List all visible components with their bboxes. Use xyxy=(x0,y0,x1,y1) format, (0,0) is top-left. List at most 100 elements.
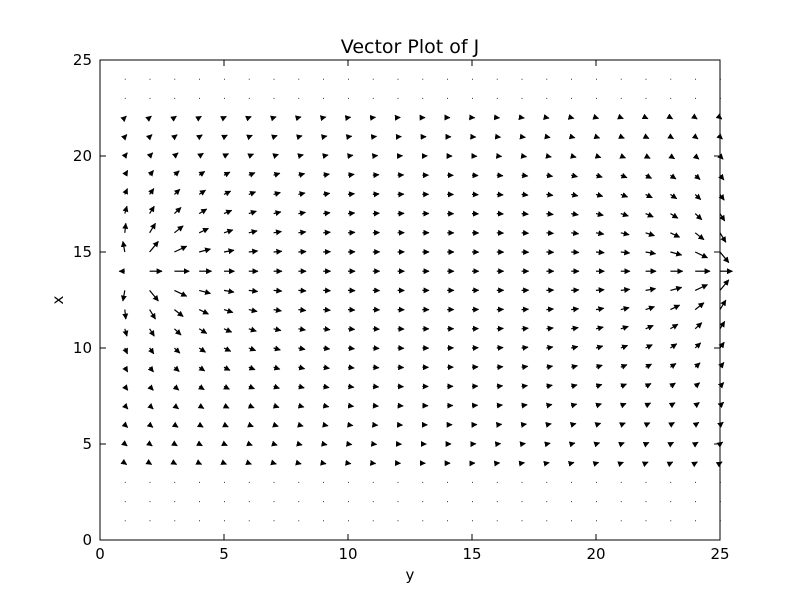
vector-arrow xyxy=(668,153,676,160)
vector-arrow xyxy=(196,440,203,447)
vector-arrow xyxy=(223,346,232,352)
vector-arrow xyxy=(570,402,578,409)
vector-arrow xyxy=(642,133,650,140)
vector-arrow xyxy=(198,346,206,353)
vector-arrow xyxy=(248,171,256,178)
vector-arrow xyxy=(121,421,129,428)
vector-arrow xyxy=(122,188,128,195)
x-axis-label: y xyxy=(406,566,415,584)
vector-arrow xyxy=(323,210,331,217)
vector-arrow xyxy=(544,133,551,140)
vector-arrow xyxy=(693,173,701,180)
vector-arrow xyxy=(174,289,188,297)
vector-arrow xyxy=(567,460,575,467)
vector-arrow xyxy=(595,325,604,332)
vector-arrow xyxy=(149,309,156,320)
vector-arrow xyxy=(645,363,653,370)
vector-arrow xyxy=(620,192,629,198)
vector-arrow xyxy=(693,382,701,389)
vector-arrow xyxy=(298,383,305,390)
vector-arrow xyxy=(248,210,257,216)
y-tick-label: 25 xyxy=(73,51,92,69)
vector-arrow xyxy=(147,403,154,410)
x-axis-ticks: 0 5 10 15 20 25 xyxy=(95,60,730,563)
vector-arrow xyxy=(273,383,280,390)
vector-arrow xyxy=(271,134,278,141)
vector-arrow xyxy=(347,210,356,217)
vector-arrow xyxy=(198,327,208,334)
vector-arrow xyxy=(120,240,127,253)
vector-arrow xyxy=(147,170,154,177)
vector-arrow xyxy=(718,194,725,201)
vector-arrow xyxy=(620,344,629,351)
vector-arrow xyxy=(666,461,674,468)
vector-arrow xyxy=(594,422,602,428)
vector-arrow xyxy=(546,402,553,409)
vector-arrow xyxy=(222,153,229,159)
vector-arrow xyxy=(173,347,181,354)
vector-arrow xyxy=(248,326,257,333)
vector-arrow xyxy=(372,191,380,198)
vector-arrow xyxy=(595,230,605,237)
vector-arrow xyxy=(149,290,159,302)
vector-arrow xyxy=(667,133,674,140)
vector-arrow xyxy=(644,402,652,409)
vector-arrow xyxy=(122,328,129,337)
vector-arrow xyxy=(519,441,526,448)
vector-arrow xyxy=(719,232,727,243)
vector-arrow xyxy=(173,365,180,372)
vector-arrow xyxy=(198,308,209,315)
vector-arrow xyxy=(521,364,529,371)
vector-arrow xyxy=(347,345,355,352)
vector-arrow xyxy=(669,173,677,180)
x-tick-label: 25 xyxy=(710,545,729,563)
vector-arrow xyxy=(719,251,730,264)
vector-arrow xyxy=(198,170,206,177)
vector-arrow xyxy=(595,211,604,217)
vector-arrow xyxy=(196,134,203,141)
vector-arrow xyxy=(196,421,204,428)
vector-arrow xyxy=(148,328,155,337)
vector-arrow xyxy=(197,152,204,159)
vector-arrow xyxy=(298,248,307,255)
vector-arrow xyxy=(595,287,605,294)
vector-arrow xyxy=(296,440,303,447)
vector-arrow xyxy=(323,383,330,390)
vector-arrow xyxy=(595,383,603,390)
vector-arrow xyxy=(198,208,208,215)
vector-arrow xyxy=(122,205,129,214)
vector-arrow xyxy=(147,384,154,391)
vector-arrow xyxy=(247,402,255,409)
vector-arrow xyxy=(122,347,128,355)
vector-arrow xyxy=(694,322,703,330)
vector-arrow xyxy=(519,133,526,140)
vector-arrow xyxy=(221,440,228,447)
vector-arrow xyxy=(719,320,726,330)
vector-arrow xyxy=(571,383,578,390)
vector-arrow xyxy=(694,284,708,291)
vector-arrow xyxy=(521,210,529,217)
vector-arrow xyxy=(248,307,258,314)
vector-arrow xyxy=(719,213,726,222)
vector-arrow xyxy=(321,440,328,447)
vector-arrow xyxy=(571,191,579,198)
vector-arrow xyxy=(173,170,180,177)
vector-arrow xyxy=(717,401,725,409)
y-tick-label: 5 xyxy=(82,435,92,453)
vector-arrow xyxy=(645,305,655,312)
vector-arrow xyxy=(148,347,155,355)
vector-arrow xyxy=(644,383,652,389)
vector-arrow xyxy=(121,402,129,410)
vector-arrow xyxy=(546,344,554,351)
vector-arrow xyxy=(666,113,674,120)
vector-arrow xyxy=(172,403,180,410)
vector-arrow xyxy=(146,440,153,447)
x-tick-label: 15 xyxy=(462,545,481,563)
vector-arrow xyxy=(645,249,657,256)
vector-arrow xyxy=(571,344,579,351)
vector-arrow xyxy=(546,191,554,198)
vector-arrow xyxy=(645,173,653,179)
vector-arrow xyxy=(298,326,306,333)
vector-arrow xyxy=(345,134,353,141)
vector-arrow xyxy=(322,421,329,428)
